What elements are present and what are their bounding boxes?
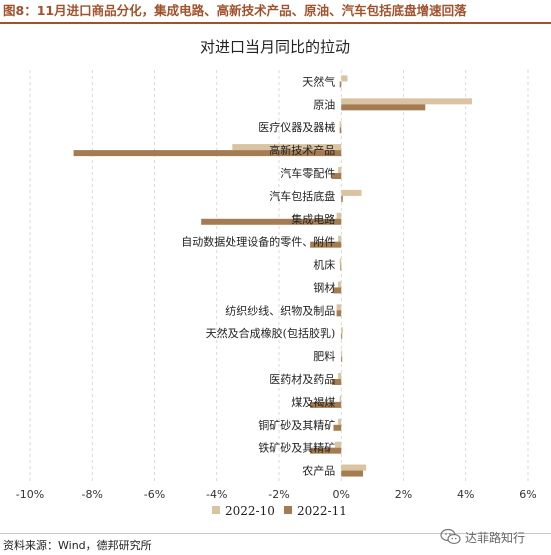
source-note: 资料来源：Wind，德邦研究所 — [3, 539, 152, 552]
x-tick-label: -6% — [144, 488, 165, 501]
bar-2022-10-5 — [338, 167, 342, 173]
bar-2022-11-16 — [333, 424, 342, 431]
bar-2022-11-15 — [310, 401, 342, 408]
bar-2022-11-6 — [341, 195, 343, 202]
category-labels: 天然气原油医疗仪器及器械高新技术产品汽车零配件汽车包括底盘集成电路自动数据处理设… — [181, 74, 335, 477]
category-label: 医疗仪器及器械 — [258, 120, 335, 134]
bar-chart: 对进口当月同比的拉动 天然气原油医疗仪器及器械高新技术产品汽车零配件汽车包括底盘… — [16, 38, 537, 518]
x-tick-label: -4% — [206, 488, 227, 501]
category-label: 天然气 — [302, 74, 335, 88]
x-tick-label: -8% — [82, 488, 103, 501]
legend-label: 2022-10 — [225, 504, 275, 518]
legend-swatch — [212, 506, 220, 514]
x-tick-label: -2% — [268, 488, 289, 501]
category-label: 自动数据处理设备的零件、附件 — [181, 235, 335, 249]
category-label: 铜矿砂及其精矿 — [258, 418, 335, 432]
category-label: 原油 — [313, 97, 335, 111]
category-label: 钢材 — [313, 280, 335, 294]
legend-label: 2022-11 — [297, 504, 347, 518]
bar-2022-11-13 — [341, 356, 343, 363]
chart-title: 对进口当月同比的拉动 — [200, 38, 350, 56]
bar-2022-11-4 — [73, 150, 342, 157]
bar-2022-10-17 — [335, 441, 342, 448]
bar-2022-11-8 — [310, 241, 342, 248]
category-label: 铁矿砂及其精矿 — [258, 442, 335, 455]
category-label: 煤及褐煤 — [291, 395, 335, 409]
legend: 2022-10 2022-11 — [212, 504, 347, 518]
bar-2022-11-10 — [333, 287, 342, 294]
watermark-text: 达菲路知行 — [465, 530, 526, 545]
bar-2022-11-9 — [340, 264, 342, 271]
category-label: 纺织纱线、织物及制品 — [225, 303, 335, 317]
grid-lines — [29, 70, 529, 482]
legend-swatch — [284, 506, 292, 514]
x-tick-label: 6% — [519, 488, 536, 501]
category-label: 医药材及药品 — [269, 372, 335, 386]
bar-2022-11-1 — [339, 81, 342, 88]
x-tick-label: 2% — [395, 488, 412, 501]
bar-2022-11-18 — [341, 470, 364, 477]
watermark: 达菲路知行 — [440, 526, 525, 548]
bar-2022-10-13 — [341, 350, 343, 357]
category-label: 机床 — [313, 258, 335, 272]
category-label: 肥料 — [313, 349, 335, 363]
bar-2022-10-2 — [341, 98, 472, 105]
bar-2022-11-2 — [341, 104, 426, 111]
category-label: 天然及合成橡胶(包括胶乳) — [206, 326, 336, 340]
category-label: 农产品 — [302, 464, 335, 478]
bar-2022-11-17 — [310, 447, 342, 454]
bar-2022-10-18 — [341, 464, 367, 471]
bar-2022-10-8 — [338, 235, 342, 242]
x-tick-label: -10% — [16, 488, 44, 501]
bar-2022-10-7 — [336, 212, 342, 219]
x-tick-label: 0% — [333, 488, 350, 501]
chart-area: 对进口当月同比的拉动 天然气原油医疗仪器及器械高新技术产品汽车零配件汽车包括底盘… — [0, 26, 551, 532]
bar-2022-11-5 — [331, 173, 342, 179]
category-label: 汽车包括底盘 — [269, 189, 335, 203]
x-tick-label: 4% — [457, 488, 474, 501]
bar-2022-10-12 — [341, 327, 343, 334]
bar-2022-10-3 — [339, 121, 342, 128]
bar-2022-11-3 — [339, 127, 342, 134]
bar-2022-10-15 — [339, 395, 342, 402]
category-label: 集成电路 — [291, 212, 335, 226]
bar-2022-11-11 — [336, 310, 342, 317]
category-label: 汽车零配件 — [280, 166, 335, 180]
bar-2022-10-11 — [336, 304, 342, 311]
bar-2022-10-9 — [339, 258, 342, 265]
bar-2022-11-14 — [331, 379, 342, 385]
bar-2022-10-16 — [338, 418, 342, 425]
bar-marks — [73, 75, 472, 477]
bar-2022-10-4 — [232, 144, 342, 151]
wechat-icon — [440, 528, 461, 545]
bar-2022-10-6 — [341, 189, 362, 196]
figure-title: 图8：11月进口商品分化，集成电路、高新技术产品、原油、汽车包括底盘增速回落 — [3, 3, 467, 18]
category-label: 高新技术产品 — [269, 143, 335, 157]
footer-divider — [0, 533, 551, 534]
bar-2022-10-10 — [338, 281, 342, 288]
x-axis-ticks: -10% -8% -6% -4% -2% 0% 2% 4% 6% — [16, 488, 537, 501]
bar-2022-11-12 — [341, 333, 343, 340]
bar-2022-10-1 — [341, 75, 348, 82]
bar-2022-10-14 — [338, 373, 342, 379]
header-divider — [0, 22, 551, 24]
bar-2022-11-7 — [201, 218, 342, 225]
